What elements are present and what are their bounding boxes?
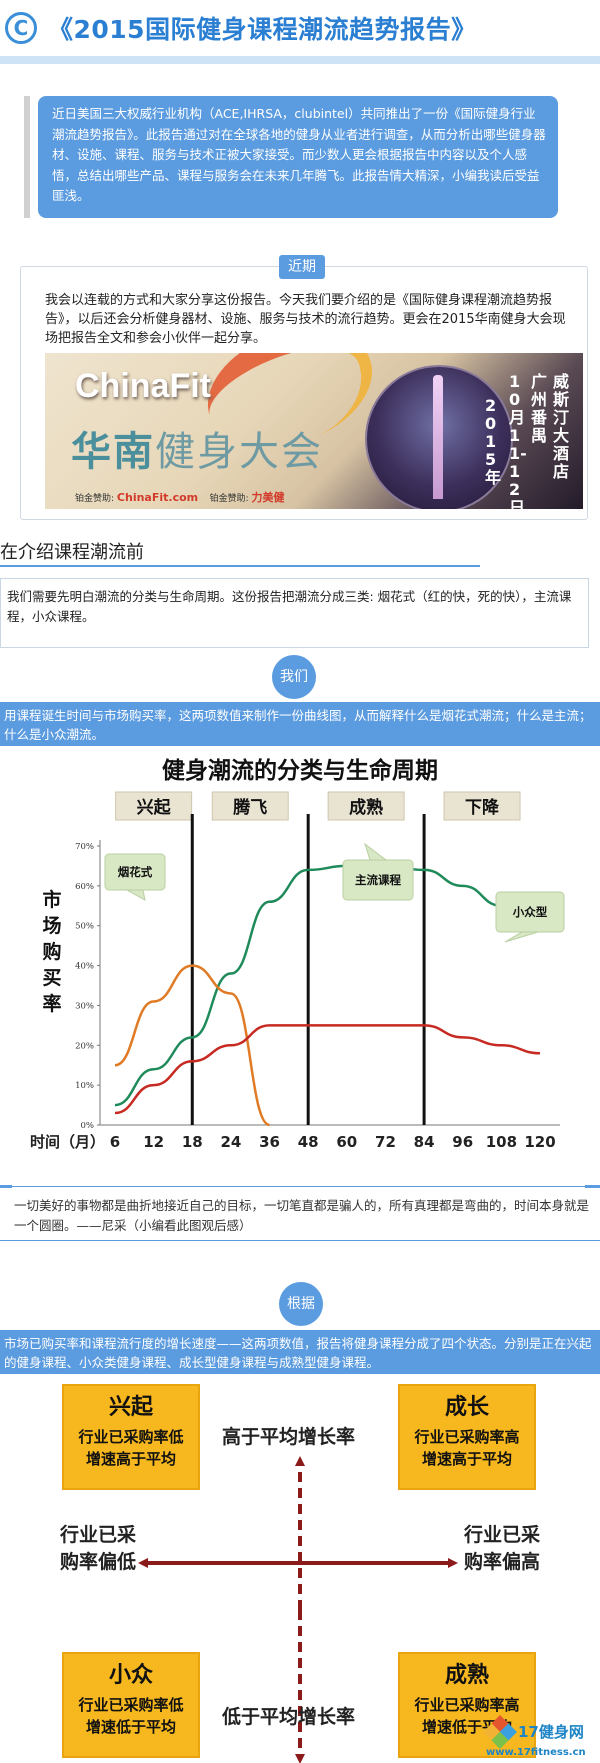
quote-top-line [0, 1186, 600, 1187]
phase-label: 下降 [465, 797, 500, 818]
y-tick-label: 20% [75, 1041, 94, 1051]
x-tick-label: 36 [259, 1133, 280, 1151]
niche-label: 小众型 [512, 905, 548, 919]
header-divider [0, 56, 600, 64]
intro-side-bar [24, 96, 30, 218]
label-low-adoption: 行业已采 购率偏低 [59, 1524, 136, 1573]
banner-city: 广州番禺 [531, 372, 548, 445]
x-tick-label: 18 [182, 1133, 203, 1151]
label-high-adoption: 行业已采 购率偏高 [463, 1524, 540, 1573]
banner-main-light: 健身大会 [155, 429, 323, 475]
x-tick-label: 72 [375, 1133, 396, 1151]
banner-sponsors: 铂金赞助: ChinaFit.com 铂金赞助: 力美健 [75, 491, 285, 504]
recent-tag: 近期 [279, 255, 325, 279]
x-tick-label: 120 [524, 1133, 555, 1151]
label-below-average: 低于平均增长率 [222, 1706, 356, 1728]
phase-label-box [443, 791, 521, 821]
y-axis-label-char: 购 [42, 940, 61, 963]
x-tick-label: 24 [220, 1133, 241, 1151]
recent-card: 近期 我会以连载的方式和大家分享这份报告。今天我们要介绍的是《国际健身课程潮流趋… [20, 255, 588, 520]
x-tick-label: 108 [486, 1133, 517, 1151]
quadrant-diagram: 兴起 行业已采购率低 增速高于平均 成长 行业已采购率高 增速高于平均 小众 行… [0, 1380, 600, 1763]
17fitness-logo-icon [483, 1715, 517, 1749]
basis-tag: 根据 [279, 1282, 323, 1326]
x-tick-label: 84 [414, 1133, 435, 1151]
x-tick-label: 12 [143, 1133, 164, 1151]
banner-main-bold: 华南 [71, 428, 155, 475]
banner-venue: 威斯汀大酒店 [553, 372, 570, 481]
y-tick-label: 70% [75, 842, 94, 852]
phase-label: 腾飞 [233, 797, 267, 818]
watermark-url: www.17fitness.cn [486, 1747, 586, 1758]
section-title-underline [0, 565, 480, 567]
section3-text: 我们需要先明白潮流的分类与生命周期。这份报告把潮流分成三类: 烟花式（红的快，死… [0, 578, 589, 648]
y-tick-label: 60% [75, 882, 94, 892]
watermark-name: 17健身网 [518, 1723, 584, 1741]
banner-date: 10月11-12日 [509, 372, 527, 510]
x-tick-label: 96 [452, 1133, 473, 1151]
x-tick-label: 60 [336, 1133, 357, 1151]
series-line-烟花式 [114, 964, 271, 1127]
chart-title: 健身潮流的分类与生命周期 [162, 757, 438, 784]
mainstream-label: 主流课程 [355, 873, 401, 887]
page-header: C 《2015国际健身课程潮流趋势报告》 [0, 0, 600, 56]
y-axis-label-char: 买 [42, 967, 61, 989]
section4-band: 用课程诞生时间与市场购买率，这两项数值来制作一份曲线图，从而解释什么是烟花式潮流… [0, 702, 600, 746]
x-axis-label: 时间（月） [30, 1133, 105, 1151]
x-tick-label: 48 [298, 1133, 319, 1151]
page-title: 《2015国际健身课程潮流趋势报告》 [48, 15, 477, 44]
fireworks-label: 烟花式 [118, 865, 153, 879]
intro-box: 近日美国三大权威行业机构（ACE,IHRSA，clubintel）共同推出了一份… [38, 96, 558, 218]
series-line-小众型 [114, 1024, 541, 1115]
y-tick-label: 30% [75, 1001, 94, 1011]
label-above-average: 高于平均增长率 [222, 1426, 356, 1448]
y-tick-label: 10% [75, 1081, 94, 1091]
y-axis-label-char: 场 [42, 915, 61, 937]
section-title-before-trends: 在介绍课程潮流前 [0, 542, 144, 563]
x-tick-label: 6 [110, 1133, 120, 1151]
quadrant-arrows [138, 1456, 458, 1763]
quote-bottom-line [0, 1240, 600, 1241]
chinafit-banner-image: ChinaFit 华南健身大会 威斯汀大酒店 广州番禺 10月11-12日 20… [45, 353, 583, 509]
quadrant-box-niche: 小众 行业已采购率低 增速低于平均 [62, 1652, 200, 1758]
banner-brand: ChinaFit [75, 367, 211, 405]
quote-accent-left [0, 1185, 12, 1188]
section5-band: 市场已购买率和课程流行度的增长速度——这两项数值，报告将健身课程分成了四个状态。… [0, 1330, 600, 1374]
banner-main-title: 华南健身大会 [71, 419, 323, 477]
lifecycle-chart-svg: 健身潮流的分类与生命周期 0% 10% 20% 30% 40% 50% 60% 70% 市场购买率… [30, 757, 565, 1151]
series-line-主流课程 [114, 864, 541, 1107]
y-tick-label: 50% [75, 922, 94, 932]
fireworks-bubble-tail [125, 889, 146, 901]
lifecycle-chart: 健身潮流的分类与生命周期 0% 10% 20% 30% 40% 50% 60% 70% 市场购买率… [0, 748, 600, 1168]
quadrant-box-mature: 成熟 行业已采购率高 增速低于平均 [398, 1652, 536, 1758]
y-axis-label-char: 率 [42, 992, 61, 1015]
quadrant-box-growth: 成长 行业已采购率高 增速高于平均 [398, 1384, 536, 1490]
nietzsche-quote: 一切美好的事物都是曲折地接近自己的目标，一切笔直都是骗人的，所有真理都是弯曲的，… [14, 1198, 590, 1233]
phase-label-box [211, 791, 289, 821]
phase-label-box [115, 791, 193, 821]
phase-label: 成熟 [349, 797, 383, 818]
quadrant-box-rising: 兴起 行业已采购率低 增速高于平均 [62, 1384, 200, 1490]
women-tag: 我们 [272, 655, 316, 699]
canton-tower-icon [433, 375, 443, 499]
y-axis-label-char: 市 [42, 888, 61, 911]
banner-year: 2015年 [485, 396, 502, 487]
phase-label-box [327, 791, 405, 821]
y-tick-label: 0% [81, 1121, 95, 1131]
phase-label: 兴起 [137, 797, 172, 818]
c-logo-icon: C [5, 12, 37, 44]
quote-accent-right [585, 1185, 600, 1188]
recent-text: 我会以连载的方式和大家分享这份报告。今天我们要介绍的是《国际健身课程潮流趋势报告… [45, 293, 566, 346]
17fitness-watermark: 17健身网 www.17fitness.cn [483, 1715, 600, 1763]
mainstream-bubble-tail [364, 842, 388, 861]
niche-bubble-tail [504, 931, 539, 943]
y-tick-label: 40% [75, 962, 94, 972]
